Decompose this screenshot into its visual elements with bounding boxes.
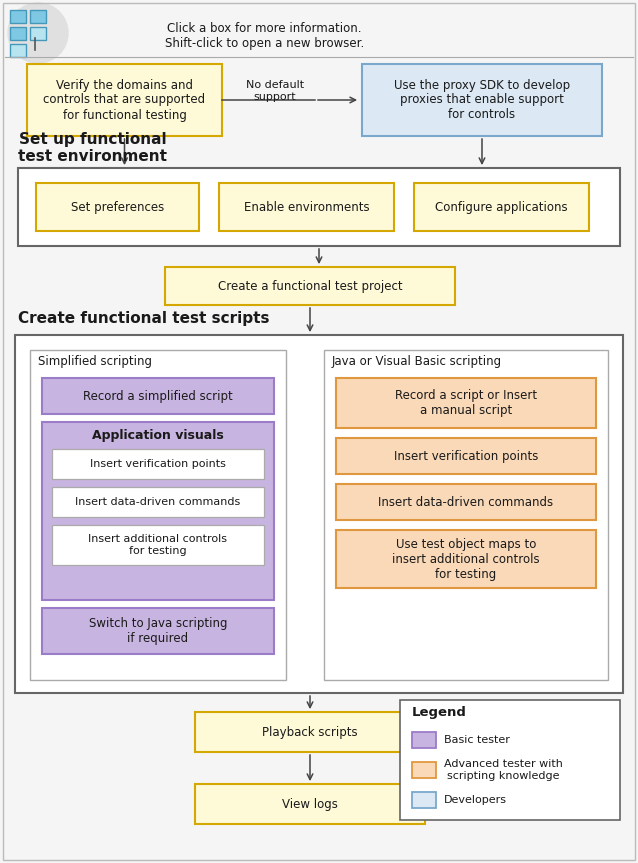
Text: Developers: Developers: [444, 795, 507, 805]
Bar: [336, 484, 596, 520]
Bar: [195, 784, 425, 824]
Text: Create a functional test project: Create a functional test project: [218, 280, 403, 293]
Text: Record a script or Insert
a manual script: Record a script or Insert a manual scrip…: [395, 389, 537, 417]
Bar: [412, 732, 436, 748]
Bar: [30, 27, 46, 40]
Bar: [52, 487, 264, 517]
Text: Create functional test scripts: Create functional test scripts: [18, 311, 269, 325]
Bar: [412, 792, 436, 808]
Bar: [324, 350, 608, 680]
Text: Insert verification points: Insert verification points: [394, 450, 538, 463]
Text: Set preferences: Set preferences: [71, 200, 164, 213]
Bar: [336, 438, 596, 474]
Text: Use test object maps to
insert additional controls
for testing: Use test object maps to insert additiona…: [392, 538, 540, 581]
Circle shape: [8, 3, 68, 63]
Bar: [42, 422, 274, 600]
Text: Enable environments: Enable environments: [244, 200, 369, 213]
Bar: [219, 183, 394, 231]
Text: Switch to Java scripting
if required: Switch to Java scripting if required: [89, 617, 227, 645]
Text: Simplified scripting: Simplified scripting: [38, 355, 152, 368]
Text: Basic tester: Basic tester: [444, 735, 510, 745]
Bar: [414, 183, 589, 231]
Text: Configure applications: Configure applications: [435, 200, 568, 213]
Bar: [27, 64, 222, 136]
Bar: [10, 44, 26, 57]
Bar: [30, 350, 286, 680]
Text: Java or Visual Basic scripting: Java or Visual Basic scripting: [332, 355, 502, 368]
Bar: [15, 335, 623, 693]
Text: Legend: Legend: [412, 705, 467, 719]
Text: Insert data-driven commands: Insert data-driven commands: [75, 497, 241, 507]
Bar: [42, 378, 274, 414]
Bar: [336, 530, 596, 588]
Text: Advanced tester with
scripting knowledge: Advanced tester with scripting knowledge: [444, 759, 563, 781]
Text: Playback scripts: Playback scripts: [262, 726, 358, 739]
Bar: [18, 168, 620, 246]
Text: No default
support: No default support: [246, 80, 304, 102]
Bar: [42, 608, 274, 654]
Bar: [52, 525, 264, 565]
Bar: [336, 378, 596, 428]
Text: Click a box for more information.
Shift-click to open a new browser.: Click a box for more information. Shift-…: [165, 22, 364, 50]
Text: Insert data-driven commands: Insert data-driven commands: [378, 495, 554, 508]
Bar: [36, 183, 199, 231]
Bar: [30, 10, 46, 23]
Text: Use the proxy SDK to develop
proxies that enable support
for controls: Use the proxy SDK to develop proxies tha…: [394, 79, 570, 122]
Bar: [52, 449, 264, 479]
Text: Record a simplified script: Record a simplified script: [83, 389, 233, 402]
Text: Verify the domains and
controls that are supported
for functional testing: Verify the domains and controls that are…: [43, 79, 205, 122]
Text: Insert verification points: Insert verification points: [90, 459, 226, 469]
Bar: [10, 10, 26, 23]
Text: Insert additional controls
for testing: Insert additional controls for testing: [89, 534, 228, 556]
Text: Set up functional
test environment: Set up functional test environment: [18, 132, 167, 164]
Bar: [400, 700, 620, 820]
Bar: [10, 27, 26, 40]
Bar: [195, 712, 425, 752]
Text: View logs: View logs: [282, 797, 338, 810]
Bar: [362, 64, 602, 136]
Bar: [412, 762, 436, 778]
Text: Application visuals: Application visuals: [92, 429, 224, 442]
Bar: [165, 267, 455, 305]
